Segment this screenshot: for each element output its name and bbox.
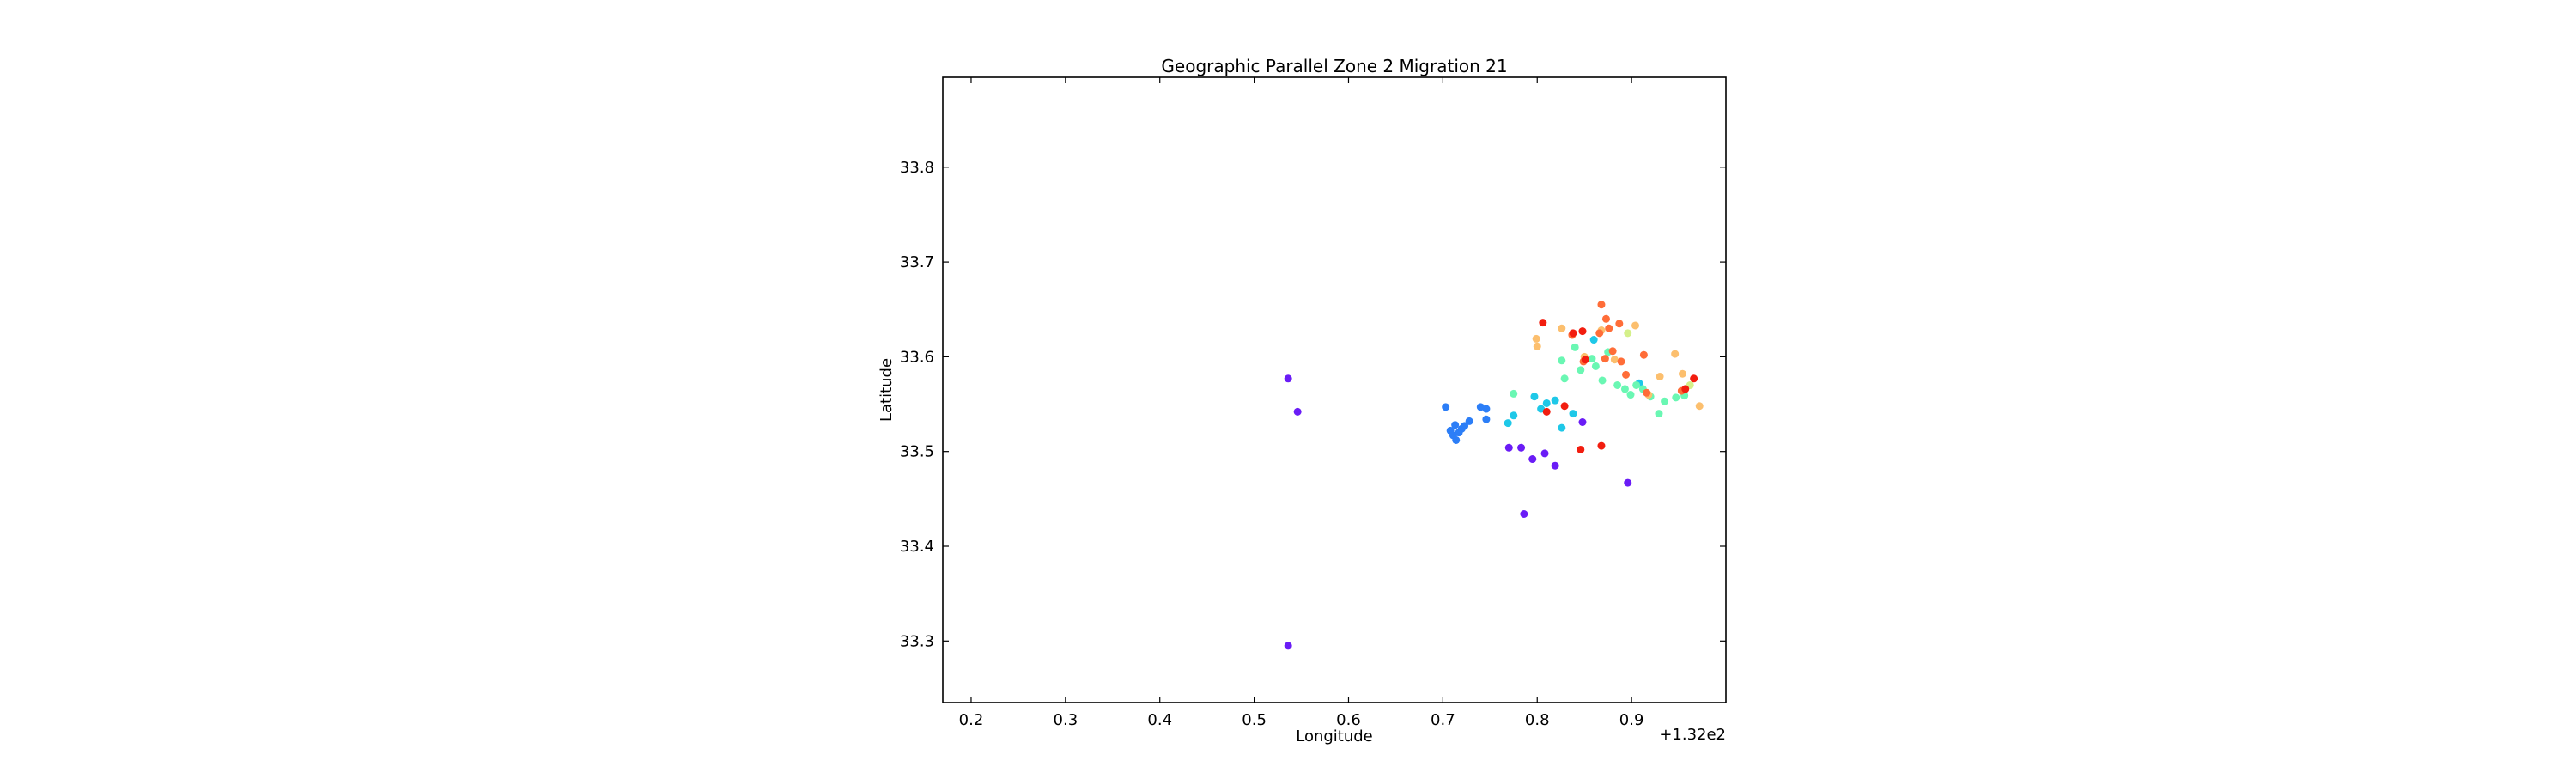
data-point — [1560, 374, 1569, 383]
data-point — [1530, 393, 1539, 401]
data-point — [1520, 509, 1528, 518]
data-point — [1451, 421, 1460, 429]
data-point — [1678, 369, 1686, 378]
data-point — [1655, 410, 1663, 418]
data-point — [1643, 388, 1651, 397]
data-point — [1681, 385, 1690, 393]
x-tick-label: 0.5 — [1242, 711, 1267, 729]
data-point — [1578, 327, 1587, 336]
data-point — [1558, 356, 1566, 365]
data-point — [1569, 410, 1577, 418]
data-point — [1571, 343, 1579, 351]
data-point — [1528, 455, 1537, 464]
x-tick-label: 0.6 — [1336, 711, 1361, 729]
data-point — [1631, 321, 1640, 330]
data-point — [1661, 397, 1669, 405]
x-axis-label: Longitude — [1296, 727, 1373, 746]
data-point — [1632, 380, 1641, 389]
x-axis-offset-label: +1.32e2 — [1659, 726, 1726, 744]
data-point — [1452, 435, 1461, 444]
data-point — [1695, 402, 1704, 411]
x-tick-label: 0.3 — [1054, 711, 1078, 729]
data-point — [1622, 370, 1631, 379]
data-point — [1591, 362, 1600, 370]
data-point — [1284, 642, 1292, 650]
data-point — [1671, 350, 1680, 358]
data-point — [1465, 417, 1473, 425]
data-point — [1620, 385, 1629, 393]
data-point — [1482, 415, 1491, 423]
data-point — [1542, 407, 1551, 416]
data-point — [1504, 443, 1513, 452]
data-point — [1551, 461, 1559, 470]
data-point — [1613, 380, 1622, 389]
data-point — [1598, 376, 1607, 385]
x-tick-label: 0.9 — [1619, 711, 1644, 729]
plot-area — [942, 76, 1727, 703]
data-point — [1504, 419, 1512, 428]
axis-ticks: 0.2 0.3 0.4 0.5 0.6 0.7 0.8 0.9 33.3 33.4 33.5 33.6… — [900, 77, 1726, 729]
data-point — [1542, 399, 1551, 407]
y-tick-label: 33.6 — [900, 348, 934, 366]
data-point — [1601, 355, 1609, 363]
data-point — [1624, 329, 1632, 338]
y-tick-label: 33.8 — [900, 159, 934, 177]
data-point — [1533, 342, 1541, 350]
data-point — [1510, 389, 1518, 398]
x-tick-label: 0.2 — [959, 711, 984, 729]
data-point — [1656, 373, 1664, 381]
data-point — [1626, 391, 1635, 399]
data-point — [1532, 334, 1540, 343]
data-point — [1284, 374, 1292, 383]
data-point — [1615, 320, 1624, 328]
data-point — [1595, 329, 1604, 338]
data-point — [1672, 393, 1680, 402]
data-point — [1690, 374, 1698, 383]
data-point — [1597, 301, 1606, 309]
x-tick-label: 0.8 — [1525, 711, 1550, 729]
data-point — [1551, 396, 1559, 405]
y-tick-label: 33.7 — [900, 253, 934, 271]
data-point — [1540, 449, 1549, 458]
y-tick-label: 33.5 — [900, 443, 934, 461]
data-point — [1589, 336, 1598, 344]
data-point — [1539, 319, 1547, 327]
data-point — [1588, 355, 1596, 363]
data-point — [1442, 403, 1450, 411]
y-axis-label: Latitude — [878, 358, 896, 422]
data-point — [1639, 350, 1648, 359]
data-point — [1577, 445, 1585, 453]
data-point — [1558, 423, 1566, 432]
data-point — [1578, 418, 1587, 427]
x-tick-label: 0.4 — [1147, 711, 1172, 729]
y-tick-label: 33.4 — [900, 538, 934, 556]
data-point — [1608, 347, 1617, 356]
data-point — [1581, 356, 1589, 364]
data-point — [1558, 324, 1566, 332]
data-point — [1577, 366, 1585, 374]
data-point — [1482, 405, 1491, 413]
data-point — [1624, 478, 1632, 487]
y-tick-label: 33.3 — [900, 632, 934, 650]
data-point — [1605, 324, 1613, 332]
data-point — [1510, 411, 1518, 420]
data-point — [1293, 407, 1302, 416]
data-point — [1569, 329, 1577, 338]
data-point — [1610, 356, 1619, 364]
data-point — [1601, 314, 1610, 323]
data-point — [1517, 443, 1526, 452]
data-point — [1617, 357, 1625, 366]
chart-title: Geographic Parallel Zone 2 Migration 21 — [1161, 56, 1507, 76]
data-point — [1560, 402, 1569, 411]
scatter-points — [1284, 301, 1704, 650]
data-point — [1461, 422, 1469, 430]
x-tick-label: 0.7 — [1431, 711, 1455, 729]
data-point — [1597, 441, 1606, 450]
